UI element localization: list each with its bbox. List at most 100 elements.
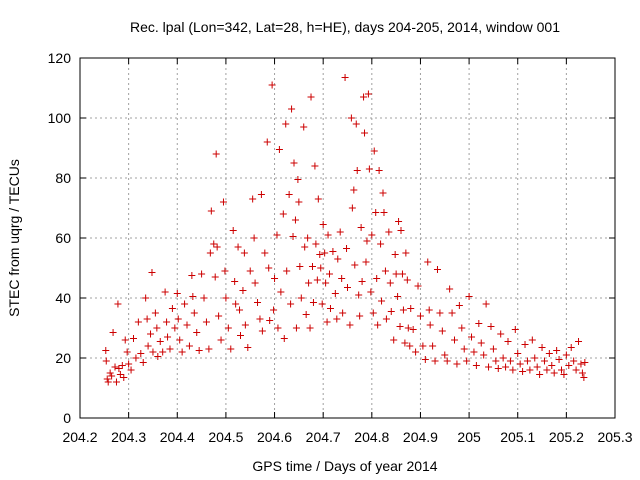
data-point <box>229 227 237 234</box>
data-point <box>475 320 483 327</box>
data-point <box>222 294 230 302</box>
data-point <box>533 363 541 371</box>
grid <box>80 58 615 418</box>
data-point <box>189 293 197 300</box>
data-point <box>246 267 254 275</box>
data-point <box>472 362 480 369</box>
data-point <box>111 363 119 371</box>
data-point <box>555 356 563 363</box>
data-point <box>401 339 409 347</box>
data-point <box>213 243 221 251</box>
data-point <box>382 315 390 323</box>
data-point <box>261 249 269 257</box>
data-point <box>558 366 565 374</box>
data-point <box>387 308 395 315</box>
data-point <box>292 324 300 332</box>
data-point <box>311 162 319 170</box>
data-point <box>314 195 322 203</box>
data-point <box>294 176 302 183</box>
data-point <box>153 324 161 332</box>
data-point <box>346 321 354 329</box>
data-point <box>506 357 514 365</box>
data-point <box>339 309 347 317</box>
data-point <box>132 354 140 362</box>
data-point <box>494 365 502 372</box>
data-point <box>125 360 133 368</box>
data-point <box>526 366 534 374</box>
data-point <box>270 306 278 314</box>
data-point <box>285 191 293 198</box>
y-tick-label: 0 <box>63 410 71 426</box>
data-point <box>570 357 578 365</box>
data-point <box>504 338 512 345</box>
data-point <box>326 305 334 312</box>
data-point <box>234 243 242 251</box>
data-point <box>104 378 112 386</box>
data-point <box>297 294 305 302</box>
data-point <box>362 258 370 266</box>
data-point <box>305 279 313 287</box>
data-point <box>296 263 304 270</box>
data-point <box>171 324 179 332</box>
data-point <box>560 371 568 378</box>
data-point <box>426 321 434 329</box>
data-point <box>211 273 219 281</box>
data-point <box>173 290 181 297</box>
data-point <box>251 279 259 287</box>
data-point <box>257 191 265 198</box>
y-tick-label: 80 <box>55 170 71 186</box>
data-point <box>164 333 172 341</box>
data-point <box>313 276 321 284</box>
data-point <box>205 345 213 353</box>
data-point <box>144 342 152 350</box>
data-point <box>307 93 315 101</box>
data-point <box>458 324 466 332</box>
data-point <box>395 218 403 225</box>
data-point <box>443 357 451 365</box>
data-point <box>521 341 529 348</box>
data-point <box>480 351 488 359</box>
data-point <box>316 251 324 258</box>
data-point <box>399 306 407 314</box>
data-point <box>485 363 493 371</box>
data-point <box>244 344 252 351</box>
data-point <box>369 309 377 317</box>
data-point <box>188 272 196 279</box>
x-tick-label: 204.5 <box>208 429 243 445</box>
data-point <box>350 186 358 194</box>
data-point <box>258 327 266 335</box>
data-point <box>254 299 262 306</box>
x-tick-label: 205 <box>457 429 481 445</box>
data-point <box>322 279 330 287</box>
data-point <box>318 300 326 308</box>
data-point <box>137 350 145 357</box>
data-point <box>200 294 208 302</box>
y-axis-ticks: 0 20 40 60 80 100 120 <box>48 50 615 426</box>
data-point <box>390 336 398 344</box>
data-point <box>550 369 558 377</box>
data-point <box>581 359 589 366</box>
data-point <box>178 348 186 356</box>
data-point <box>540 357 548 365</box>
data-point <box>329 248 337 255</box>
data-point <box>361 129 369 137</box>
data-point <box>301 243 309 251</box>
y-tick-label: 40 <box>55 290 71 306</box>
data-point <box>190 309 198 317</box>
data-point <box>377 240 385 248</box>
data-point <box>404 324 412 332</box>
data-point <box>519 368 527 375</box>
data-point <box>161 288 169 296</box>
data-point <box>108 372 116 380</box>
data-point <box>323 318 331 326</box>
x-tick-label: 204.7 <box>306 429 341 445</box>
data-point <box>308 263 316 270</box>
y-tick-label: 120 <box>48 50 72 66</box>
data-point <box>336 228 344 236</box>
data-point <box>237 332 244 339</box>
data-point <box>398 270 406 278</box>
data-point <box>577 360 585 368</box>
data-point <box>156 338 164 345</box>
data-point <box>367 288 375 296</box>
data-point <box>565 362 573 369</box>
